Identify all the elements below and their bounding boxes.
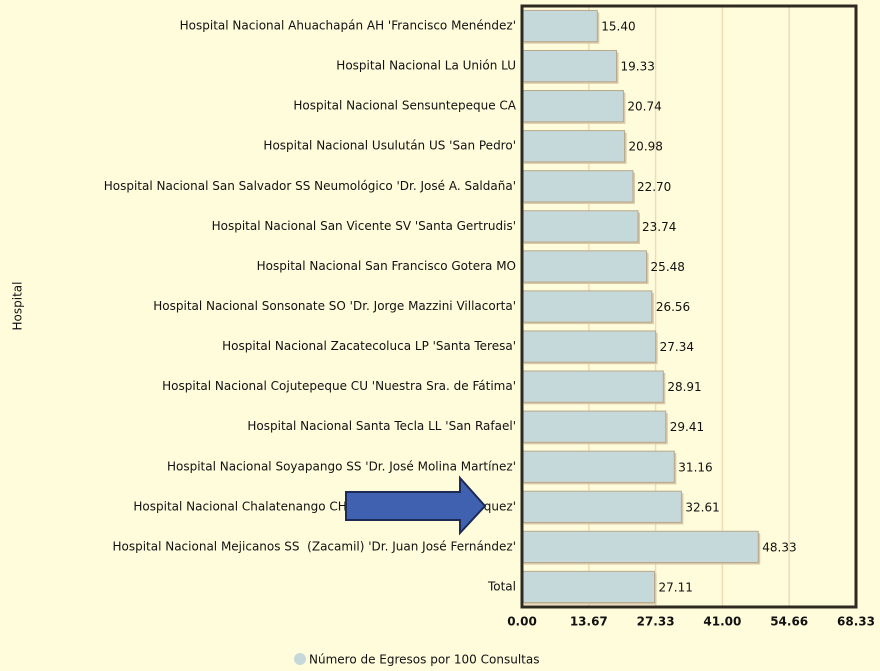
y-tick-label: Hospital Nacional Ahuachapán AH 'Francis… xyxy=(180,19,516,33)
y-tick-label: Hospital Nacional Zacatecoluca LP 'Santa… xyxy=(222,339,516,353)
bar xyxy=(521,370,664,403)
bar xyxy=(521,170,634,203)
bar xyxy=(521,90,624,123)
bar xyxy=(521,130,626,163)
legend-label: Número de Egresos por 100 Consultas xyxy=(309,653,539,667)
y-tick-label: Hospital Nacional San Salvador SS Neumol… xyxy=(104,179,516,193)
legend-swatch xyxy=(294,653,306,665)
y-tick-label: Hospital Nacional Soyapango SS 'Dr. José… xyxy=(167,459,516,473)
value-label: 48.33 xyxy=(762,540,796,554)
y-tick-label: Total xyxy=(487,579,516,593)
y-axis-title: Hospital xyxy=(11,282,25,331)
value-label: 25.48 xyxy=(651,260,685,274)
bar xyxy=(521,330,657,363)
bar xyxy=(521,530,759,564)
value-label: 27.11 xyxy=(659,580,693,594)
bar xyxy=(521,410,667,443)
value-label: 15.40 xyxy=(601,20,635,34)
y-tick-label: Hospital Nacional Sensuntepeque CA xyxy=(293,99,516,113)
y-tick-label: Hospital Nacional La Unión LU xyxy=(336,59,516,73)
bar xyxy=(521,9,598,43)
y-tick-label: Hospital Nacional Sonsonate SO 'Dr. Jorg… xyxy=(153,299,516,313)
x-tick-label: 68.33 xyxy=(837,615,875,629)
value-label: 27.34 xyxy=(660,340,694,354)
value-label: 29.41 xyxy=(670,420,704,434)
bar xyxy=(521,490,682,523)
bar xyxy=(521,450,675,483)
value-label: 22.70 xyxy=(637,180,671,194)
value-label: 32.61 xyxy=(685,500,719,514)
bar xyxy=(521,250,648,283)
arrow xyxy=(345,475,487,536)
bar xyxy=(521,570,656,604)
bar xyxy=(521,210,639,243)
x-tick-label: 0.00 xyxy=(507,615,537,629)
y-tick-label: Hospital Nacional Cojutepeque CU 'Nuestr… xyxy=(162,379,516,393)
x-tick-label: 41.00 xyxy=(703,615,741,629)
value-label: 20.74 xyxy=(627,100,661,114)
value-label: 20.98 xyxy=(629,140,663,154)
value-label: 28.91 xyxy=(667,380,701,394)
bar xyxy=(521,49,617,83)
plot-border xyxy=(520,4,858,609)
y-tick-label: Hospital Nacional San Vicente SV 'Santa … xyxy=(212,219,516,233)
value-label: 31.16 xyxy=(678,460,712,474)
x-tick-label: 54.66 xyxy=(770,615,808,629)
value-label: 26.56 xyxy=(656,300,690,314)
value-label: 19.33 xyxy=(620,60,654,74)
x-tick-label: 27.33 xyxy=(637,615,675,629)
y-tick-label: Hospital Nacional San Francisco Gotera M… xyxy=(257,259,516,273)
y-tick-label: Hospital Nacional Usulután US 'San Pedro… xyxy=(263,139,516,153)
y-tick-label: Hospital Nacional Mejicanos SS (Zacamil)… xyxy=(112,539,516,553)
value-label: 23.74 xyxy=(642,220,676,234)
x-tick-label: 13.67 xyxy=(570,615,608,629)
y-tick-label: Hospital Nacional Santa Tecla LL 'San Ra… xyxy=(247,419,516,433)
bar xyxy=(521,290,653,323)
